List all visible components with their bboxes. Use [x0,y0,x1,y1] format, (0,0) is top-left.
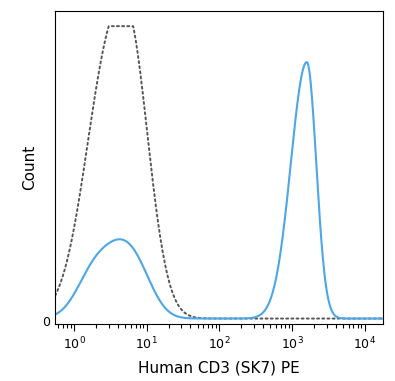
X-axis label: Human CD3 (SK7) PE: Human CD3 (SK7) PE [138,360,300,376]
Y-axis label: Count: Count [22,145,37,190]
